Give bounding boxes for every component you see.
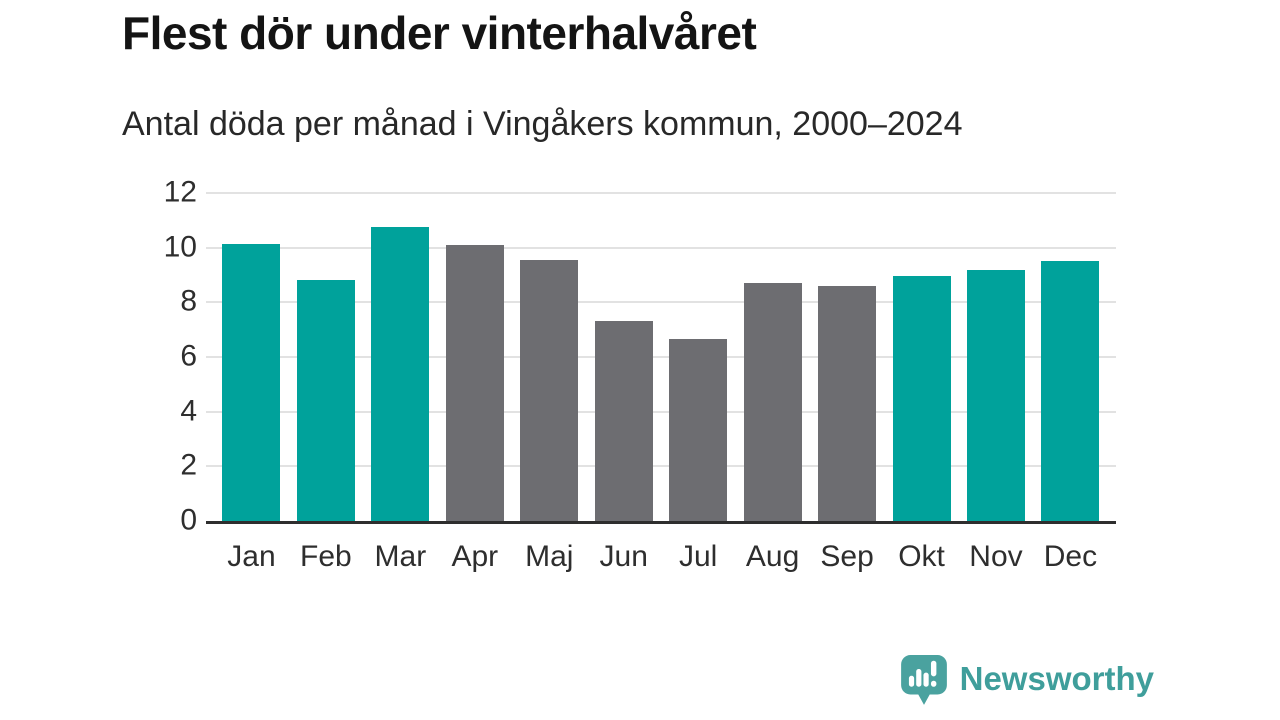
bar-maj: [520, 259, 579, 521]
bar-okt: [892, 276, 951, 521]
bar-aug: [743, 283, 802, 521]
bar-mar: [371, 227, 430, 521]
gridline-4: [206, 410, 1116, 413]
chart-subtitle: Antal döda per månad i Vingåkers kommun,…: [122, 105, 963, 143]
x-tick-label-sep: Sep: [820, 540, 874, 573]
y-tick-label-4: 4: [180, 393, 197, 427]
chart-title: Flest dör under vinterhalvåret: [122, 7, 757, 59]
bar-jul: [669, 339, 728, 521]
gridline-8: [206, 301, 1116, 304]
x-tick-label-feb: Feb: [300, 540, 352, 573]
gridline-10: [206, 246, 1116, 249]
y-tick-label-6: 6: [180, 339, 197, 373]
x-tick-label-aug: Aug: [745, 540, 800, 573]
y-tick-label-0: 0: [180, 503, 197, 537]
bars: [206, 193, 1116, 521]
x-tick-label-jan: Jan: [227, 540, 276, 573]
x-tick-label-jul: Jul: [678, 540, 718, 573]
bar-jan: [222, 243, 281, 521]
bar-nov: [966, 269, 1025, 521]
bar-feb: [296, 280, 355, 521]
gridline-12: [206, 192, 1116, 194]
y-tick-label-10: 10: [163, 229, 197, 263]
y-tick-label-12: 12: [163, 175, 197, 209]
x-tick-label-apr: Apr: [451, 540, 499, 573]
bar-jun: [594, 321, 653, 521]
y-tick-label-8: 8: [180, 284, 197, 318]
x-axis-labels: Jan Feb Mar Apr Maj Jun Jul Aug Sep Okt Nov Dec: [206, 540, 1116, 574]
x-tick-label-nov: Nov: [969, 540, 1023, 573]
y-axis-labels: 0 2 4 6 8 10 12: [97, 175, 197, 536]
bar-sep: [818, 285, 877, 521]
plot-area: [206, 192, 1116, 524]
x-tick-label-maj: Maj: [525, 540, 574, 573]
x-tick-label-jun: Jun: [599, 540, 648, 573]
y-tick-label-2: 2: [180, 448, 197, 482]
brand-name: Newsworthy: [959, 660, 1154, 697]
newsworthy-logo-icon: [900, 655, 947, 712]
bar-apr: [445, 244, 504, 521]
gridline-2: [206, 465, 1116, 468]
x-tick-label-okt: Okt: [898, 540, 945, 573]
x-tick-label-mar: Mar: [374, 540, 427, 573]
gridline-6: [206, 356, 1116, 358]
bar-dec: [1041, 261, 1100, 521]
x-tick-label-dec: Dec: [1043, 540, 1098, 573]
brand-footer: Newsworthy: [900, 655, 1154, 712]
